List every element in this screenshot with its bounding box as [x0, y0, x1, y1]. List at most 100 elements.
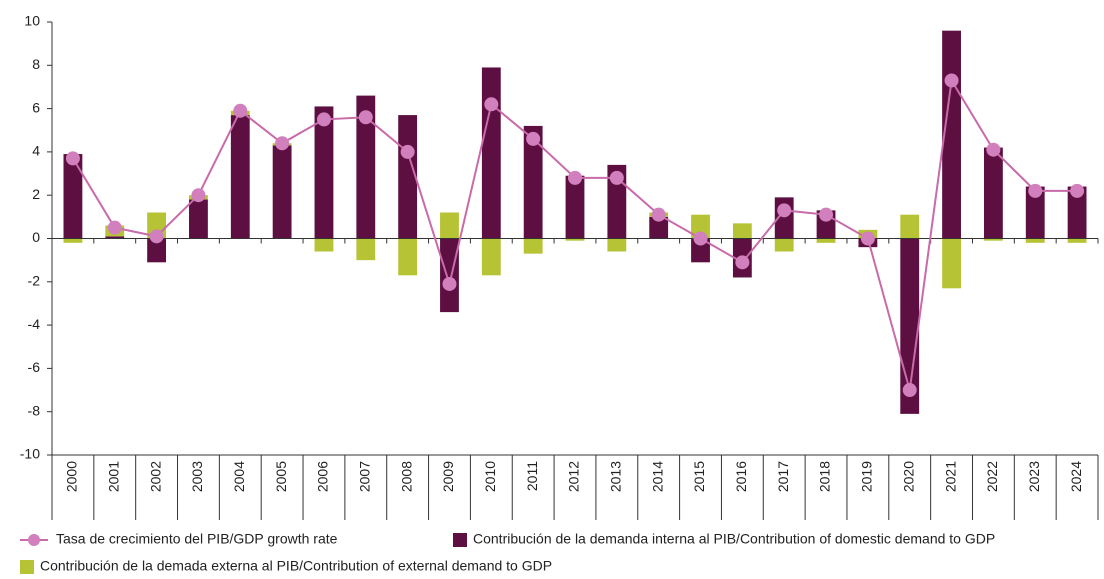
point: [358, 110, 373, 125]
bar: [481, 67, 501, 239]
point: [944, 73, 959, 88]
x-tick-label: 2024: [1068, 461, 1084, 492]
x-tick-label: 2007: [357, 461, 373, 492]
bar: [356, 95, 376, 239]
bar: [147, 238, 167, 263]
x-tick-label: 2009: [440, 461, 456, 492]
bar: [649, 216, 669, 239]
point: [1070, 183, 1085, 198]
point: [693, 231, 708, 246]
bar: [314, 106, 334, 239]
x-tick-label: 2018: [817, 461, 833, 492]
point: [275, 136, 290, 151]
bar: [398, 115, 418, 239]
y-tick-label: 8: [32, 56, 40, 72]
point: [777, 203, 792, 218]
point: [149, 229, 164, 244]
x-tick-label: 2008: [398, 461, 414, 492]
point: [819, 207, 834, 222]
bar: [983, 147, 1003, 239]
legend-swatch: [20, 560, 34, 574]
bar: [691, 238, 710, 263]
x-tick-label: 2004: [231, 461, 247, 492]
legend-label: Contribución de la demada externa al PIB…: [40, 558, 552, 574]
bar: [63, 238, 83, 243]
point: [107, 220, 122, 235]
bar: [356, 238, 376, 261]
point: [609, 170, 624, 185]
bar: [398, 238, 418, 276]
x-tick-label: 2013: [608, 461, 624, 492]
bar: [942, 238, 961, 289]
legend-label: Tasa de crecimiento del PIB/GDP growth r…: [56, 531, 338, 547]
x-tick-label: 2005: [273, 461, 289, 492]
x-tick-label: 2019: [859, 461, 875, 492]
legend-item: Contribución de la demanda interna al PI…: [453, 531, 995, 547]
bar: [523, 125, 543, 239]
x-tick-label: 2011: [524, 461, 540, 491]
bar: [1025, 238, 1045, 243]
legend-label: Contribución de la demanda interna al PI…: [473, 531, 995, 547]
y-tick-label: 0: [32, 229, 40, 245]
bar: [1067, 186, 1087, 239]
bar: [63, 154, 83, 239]
point: [233, 103, 248, 118]
bar: [565, 238, 585, 241]
y-tick-label: -10: [20, 446, 40, 462]
bar: [691, 214, 710, 239]
point: [986, 142, 1001, 157]
bar: [1025, 186, 1045, 239]
y-tick-label: -8: [28, 402, 41, 418]
point: [191, 188, 206, 203]
point: [442, 276, 457, 291]
point: [568, 170, 582, 185]
y-tick-label: 2: [32, 186, 40, 202]
legend-item: Tasa de crecimiento del PIB/GDP growth r…: [20, 531, 338, 547]
x-tick-label: 2012: [566, 461, 582, 492]
bar: [440, 238, 459, 313]
x-tick-label: 2010: [482, 461, 498, 492]
y-tick-label: -4: [28, 316, 41, 332]
bar: [816, 238, 836, 243]
x-tick-label: 2014: [649, 461, 665, 492]
bar: [105, 236, 125, 239]
bar: [272, 145, 292, 239]
x-tick-label: 2022: [984, 461, 1000, 492]
y-tick-label: 4: [32, 143, 40, 159]
point: [65, 151, 80, 166]
point: [400, 144, 415, 159]
bar: [440, 212, 459, 239]
x-tick-label: 2015: [691, 461, 707, 492]
x-tick-label: 2016: [733, 461, 749, 492]
bar: [732, 223, 752, 239]
bar: [774, 238, 794, 252]
legend-marker: [28, 534, 40, 546]
bar: [523, 238, 543, 254]
y-tick-label: 10: [24, 13, 40, 29]
point: [316, 112, 331, 127]
bar: [900, 214, 920, 239]
x-tick-label: 2002: [147, 461, 163, 492]
x-tick-label: 2020: [900, 461, 916, 492]
bar: [189, 199, 208, 239]
point: [484, 97, 499, 112]
bar: [314, 238, 334, 252]
bar: [230, 115, 250, 239]
x-tick-label: 2021: [942, 461, 958, 492]
x-tick-label: 2023: [1026, 461, 1042, 492]
point: [651, 207, 666, 222]
x-tick-label: 2006: [315, 461, 331, 492]
legend-swatch: [453, 533, 467, 547]
legend-item: Contribución de la demada externa al PIB…: [20, 558, 552, 574]
bar: [983, 238, 1003, 241]
point: [902, 383, 917, 398]
bar: [607, 238, 627, 252]
bar: [565, 175, 585, 239]
x-tick-label: 2001: [105, 461, 121, 492]
bar: [481, 238, 501, 276]
x-tick-label: 2003: [189, 461, 205, 492]
x-tick-label: 2017: [775, 461, 791, 492]
y-tick-label: -2: [28, 273, 41, 289]
y-tick-label: -6: [28, 359, 41, 375]
